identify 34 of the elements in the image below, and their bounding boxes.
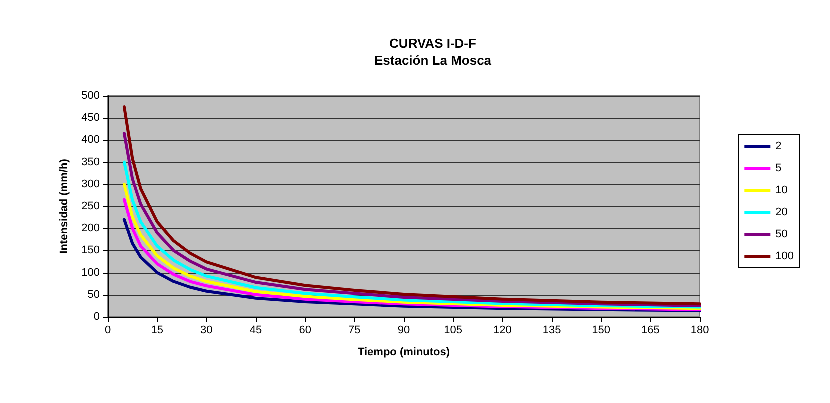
- legend-label: 2: [776, 140, 782, 152]
- x-tick-label: 180: [690, 324, 710, 336]
- x-tick-label: 0: [104, 324, 112, 336]
- y-tick-label: 250: [82, 200, 100, 212]
- y-tick-label: 100: [82, 266, 100, 279]
- x-tick-label: 105: [444, 324, 463, 336]
- x-tick-label: 90: [398, 324, 410, 336]
- x-tick-label: 30: [200, 324, 213, 336]
- y-tick-label: 400: [82, 134, 100, 146]
- x-tick-label: 165: [641, 324, 660, 336]
- x-tick-label: 150: [592, 324, 611, 336]
- x-tick-label: 120: [493, 324, 512, 336]
- legend-label: 20: [776, 206, 788, 218]
- y-tick-label: 500: [82, 90, 100, 102]
- x-tick-label: 15: [151, 324, 164, 336]
- x-tick-label: 135: [542, 324, 562, 336]
- y-tick-label: 350: [82, 156, 100, 168]
- y-axis-title: Intensidad (mm/h): [58, 158, 70, 254]
- y-tick-label: 200: [82, 222, 100, 235]
- x-tick-label: 45: [250, 324, 262, 336]
- y-tick-label: 450: [82, 112, 100, 124]
- legend-label: 100: [776, 250, 794, 262]
- line-series: [122, 160, 702, 309]
- y-tick-label: 0: [94, 311, 100, 323]
- x-axis-title: Tiempo (minutos): [358, 346, 450, 358]
- legend-label: 5: [776, 162, 782, 174]
- legend-label: 50: [776, 228, 788, 240]
- y-tick-label: 150: [82, 244, 100, 257]
- y-tick-label: 50: [88, 288, 100, 301]
- chart-title: CURVAS I-D-F Estación La Mosca: [374, 36, 492, 68]
- legend-label: 10: [776, 184, 788, 196]
- x-tick-label: 75: [348, 324, 361, 336]
- x-tick-label: 60: [299, 324, 312, 336]
- y-tick-label: 300: [82, 178, 100, 190]
